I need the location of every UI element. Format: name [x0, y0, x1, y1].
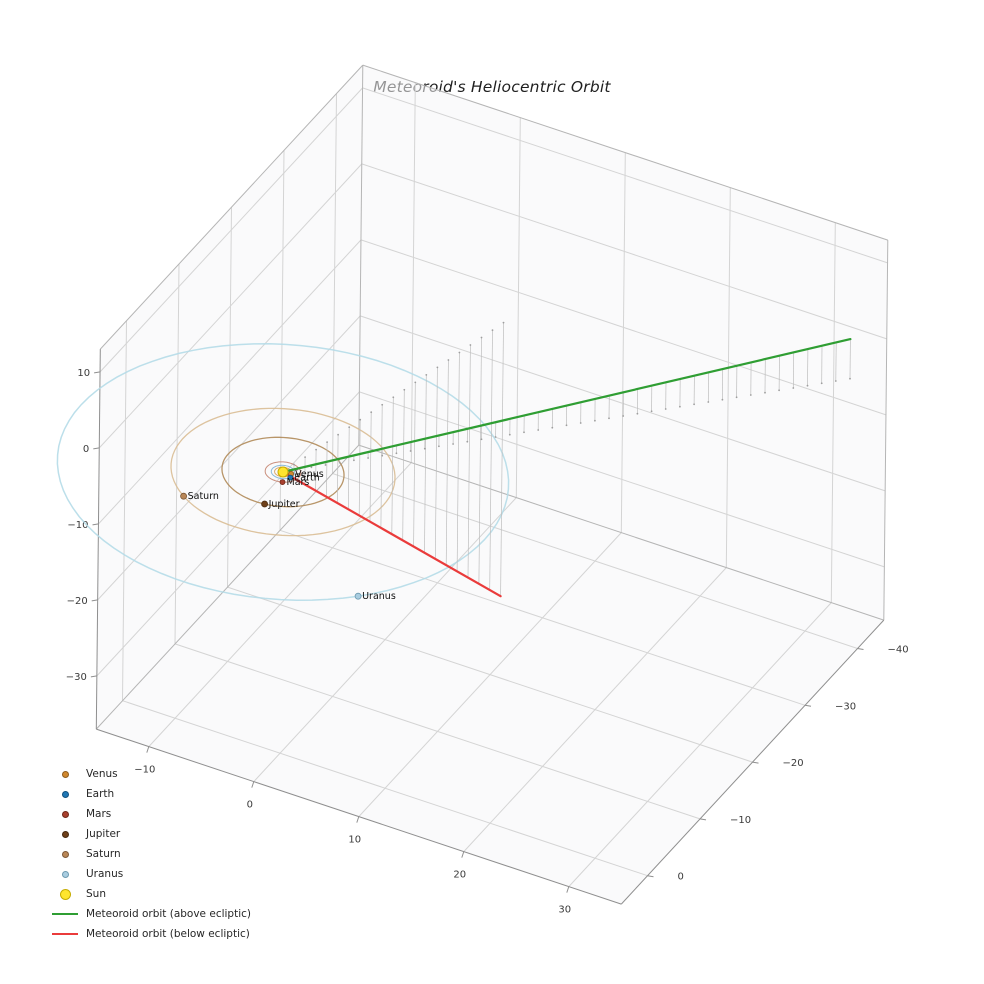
- planet-markers: [180, 470, 362, 600]
- legend-marker-sun: [59, 888, 71, 900]
- grid-lines: [96, 82, 888, 887]
- orbit-saturn: [170, 407, 396, 537]
- legend-marker-saturn: [61, 850, 69, 858]
- legend-line-meteoroid-orbit-above-ecliptic: [52, 913, 78, 915]
- meteoroid-stems: [293, 321, 851, 597]
- z-tick-label: −10: [67, 520, 88, 531]
- legend-marker-jupiter: [61, 830, 69, 838]
- legend-item-jupiter: Jupiter: [50, 824, 251, 844]
- legend-item-mars: Mars: [50, 804, 251, 824]
- legend-item-meteoroid-orbit-above-ecliptic: Meteoroid orbit (above ecliptic): [50, 904, 251, 924]
- z-tick-label: −30: [66, 672, 87, 683]
- z-tick-label: 10: [77, 368, 90, 379]
- y-tick-label: −30: [835, 701, 856, 712]
- y-tick-label: −40: [888, 645, 909, 656]
- legend-marker-uranus: [61, 870, 69, 878]
- legend-label: Venus: [86, 768, 118, 780]
- x-tick-label: 0: [247, 800, 253, 811]
- legend-label: Uranus: [86, 868, 124, 880]
- legend-label: Mars: [86, 808, 112, 820]
- y-tick-label: −10: [730, 815, 751, 826]
- planet-marker-jupiter: [261, 500, 269, 508]
- planet-label-earth: Earth: [294, 473, 319, 484]
- planet-label-jupiter: Jupiter: [268, 499, 300, 510]
- planet-marker-uranus: [354, 592, 362, 600]
- z-tick-label: 0: [83, 444, 89, 455]
- planet-orbits: [56, 343, 510, 601]
- legend-marker-venus: [61, 770, 69, 778]
- planet-marker-saturn: [180, 492, 188, 500]
- legend-marker-earth: [61, 790, 69, 798]
- legend-label: Jupiter: [86, 828, 121, 840]
- x-tick-label: −10: [134, 765, 155, 776]
- legend-line-meteoroid-orbit-below-ecliptic: [52, 933, 78, 935]
- legend-marker-mars: [61, 810, 69, 818]
- meteoroid-above-line: [281, 338, 852, 474]
- planet-marker-mars: [279, 479, 286, 486]
- y-tick-label: 0: [678, 872, 684, 883]
- orbit-jupiter: [221, 436, 345, 508]
- planet-marker-earth: [287, 474, 294, 481]
- x-tick-label: 30: [558, 905, 571, 916]
- legend-item-uranus: Uranus: [50, 864, 251, 884]
- legend-label: Meteoroid orbit (above ecliptic): [86, 908, 251, 920]
- legend-item-meteoroid-orbit-below-ecliptic: Meteoroid orbit (below ecliptic): [50, 924, 251, 944]
- legend-label: Sun: [86, 888, 106, 900]
- legend-label: Earth: [86, 788, 115, 800]
- y-tick-label: −20: [783, 758, 804, 769]
- planet-label-saturn: Saturn: [188, 491, 219, 502]
- legend-item-sun: Sun: [50, 884, 251, 904]
- planet-label-venus: Venus: [295, 469, 324, 480]
- x-tick-label: 20: [453, 870, 466, 881]
- planet-label-mars: Mars: [287, 477, 310, 488]
- sun-marker: [277, 466, 289, 478]
- box-edges: [95, 64, 889, 905]
- legend-label: Saturn: [86, 848, 121, 860]
- legend-item-earth: Earth: [50, 784, 251, 804]
- planet-label-uranus: Uranus: [362, 591, 396, 602]
- x-tick-label: 10: [348, 835, 361, 846]
- axis-tick-labels: −10 0 10 20 30 −40 −30 −20 −10 0 10 0 −10 −20 −30: [66, 368, 909, 916]
- legend-label: Meteoroid orbit (below ecliptic): [86, 928, 250, 940]
- legend-item-venus: Venus: [50, 764, 251, 784]
- orbit-uranus: [56, 343, 510, 601]
- legend-item-saturn: Saturn: [50, 844, 251, 864]
- legend: Venus Earth Mars Jupiter Saturn Uranus Sun Mete…: [50, 764, 251, 944]
- z-tick-label: −20: [67, 596, 88, 607]
- meteoroid-below-line: [281, 470, 502, 598]
